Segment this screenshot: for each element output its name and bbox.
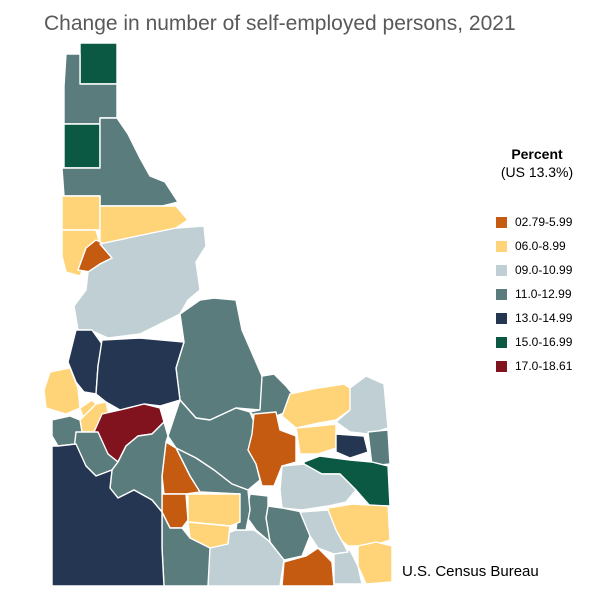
county-clark [281,383,357,429]
legend-item: 13.0-14.99 [496,306,592,330]
legend-swatch [496,312,507,324]
legend-label: 02.79-5.99 [515,215,573,229]
legend-subtitle: (US 13.3%) [500,164,574,180]
county-lincoln [187,493,241,527]
legend-label: 06.0-8.99 [515,239,566,253]
county-madison [335,433,369,459]
legend-label: 09.0-10.99 [515,263,573,277]
legend-item: 09.0-10.99 [496,258,592,282]
county-clearwater [73,225,207,339]
map-title: Change in number of self-employed person… [44,12,516,35]
legend-item: 17.0-18.61 [496,354,592,378]
county-owyhee [51,443,165,587]
legend-item: 11.0-12.99 [496,282,592,306]
legend-swatch [496,360,507,372]
legend-label: 13.0-14.99 [515,311,573,325]
legend-label: 15.0-16.99 [515,335,573,349]
county-jefferson [295,423,337,455]
county-shoshone [61,117,179,207]
county-boundary [79,42,118,85]
county-bingham [279,463,357,511]
legend: Percent (US 13.3%) 02.79-5.99 06.0-8.99 09… [496,146,592,378]
legend-swatch [496,288,507,300]
county-benewah [61,195,101,231]
county-butte [247,411,297,487]
legend-swatch [496,264,507,276]
legend-label: 11.0-12.99 [515,287,572,301]
legend-item: 15.0-16.99 [496,330,592,354]
legend-swatch [496,336,507,348]
legend-swatch [496,216,507,228]
legend-swatch [496,240,507,252]
legend-items: 02.79-5.99 06.0-8.99 09.0-10.99 11.0-12.99 1… [496,210,592,378]
legend-item: 06.0-8.99 [496,234,592,258]
county-oneida [281,547,335,587]
county-washington [43,367,81,415]
legend-title: Percent [511,146,563,162]
county-valley [95,337,185,411]
county-bear-lake [357,541,393,585]
county-bannock [299,509,349,555]
county-teton [367,429,391,467]
county-kootenai [63,123,101,169]
legend-item: 02.79-5.99 [496,210,592,234]
legend-label: 17.0-18.61 [515,359,573,373]
source-label: U.S. Census Bureau [402,563,539,580]
